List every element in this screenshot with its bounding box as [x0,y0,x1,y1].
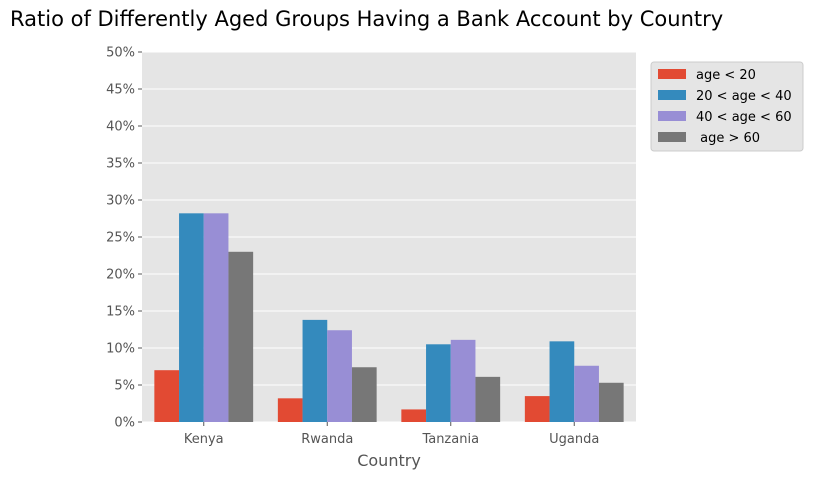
bar [450,339,476,422]
legend-label: age < 20 [696,68,756,83]
y-tick-label: 20% [106,268,135,283]
y-tick-label: 15% [106,305,135,320]
y-axis-ticks: 0% 5% 10% 15% 20% 25% 30% 35% 40% 45% 50% [106,46,142,431]
x-axis-ticks: Kenya Rwanda Tanzania Uganda [184,422,599,447]
y-tick-label: 0% [114,416,135,431]
legend-swatch [658,111,686,121]
legend-swatch [658,69,686,79]
y-tick-label: 40% [106,120,135,135]
chart-title: Ratio of Differently Aged Groups Having … [10,7,723,31]
x-axis-label: Country [357,451,421,470]
legend-box [650,61,804,152]
bar [203,213,229,422]
bar [524,396,550,422]
x-tick-label: Kenya [184,432,224,447]
x-tick-label: Tanzania [421,432,479,447]
x-tick-label: Uganda [549,432,599,447]
legend: age < 20 20 < age < 40 40 < age < 60 age >… [650,61,804,152]
y-tick-label: 10% [106,342,135,357]
bar [598,382,624,422]
legend-swatch [658,132,686,142]
bar [277,398,303,422]
bar [475,376,501,422]
bar [549,341,575,422]
bar [574,365,599,422]
bar [327,330,352,422]
legend-swatch [658,90,686,100]
bar [154,370,180,422]
y-tick-label: 50% [106,46,135,61]
legend-label: age > 60 [696,131,760,146]
legend-label: 40 < age < 60 [696,110,792,125]
y-tick-label: 45% [106,83,135,98]
bar [351,367,377,422]
bar [401,409,427,422]
legend-label: 20 < age < 40 [696,89,792,104]
y-tick-label: 25% [106,231,135,246]
x-tick-label: Rwanda [301,432,353,447]
bar [426,344,451,422]
bar [302,319,328,422]
bars [154,213,624,422]
y-tick-label: 35% [106,157,135,172]
y-tick-label: 5% [114,379,135,394]
y-tick-label: 30% [106,194,135,209]
bar [228,251,254,422]
bar [179,213,204,422]
